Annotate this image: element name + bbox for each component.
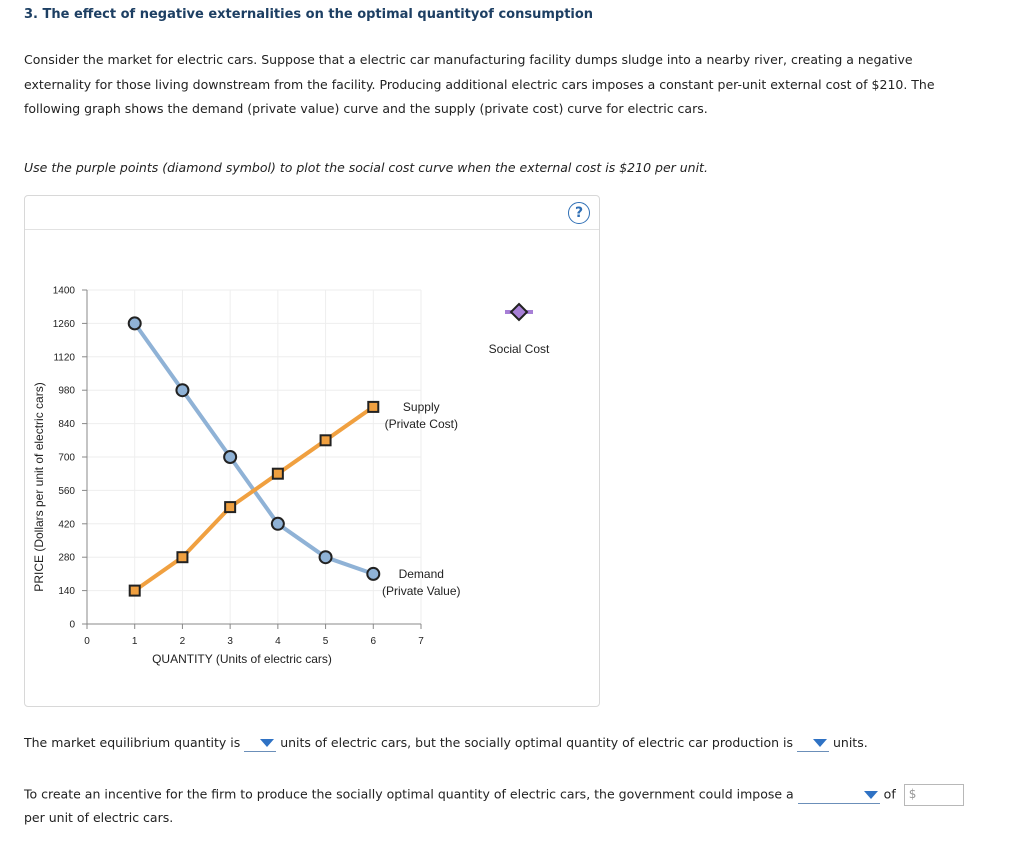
social-cost-palette-label: Social Cost: [489, 342, 550, 356]
y-tick-label: 0: [69, 620, 75, 631]
supply-label-line1: Supply: [403, 400, 440, 414]
y-tick-label: 700: [58, 453, 75, 464]
question-2-continued: per unit of electric cars.: [24, 810, 174, 825]
x-tick-label: 6: [371, 636, 377, 647]
question-1: The market equilibrium quantity is units…: [24, 735, 868, 752]
demand-label-line2: (Private Value): [382, 584, 460, 598]
question-heading: 3. The effect of negative externalities …: [24, 7, 594, 22]
y-tick-label: 1400: [53, 286, 76, 297]
graph-toolbar: ?: [25, 196, 599, 230]
x-tick-label: 7: [418, 636, 424, 647]
y-tick-label: 1120: [53, 352, 75, 363]
x-tick-label: 0: [84, 636, 90, 647]
socially-optimal-quantity-dropdown[interactable]: [796, 735, 829, 752]
supply-curve: [133, 405, 375, 593]
supply-point[interactable]: [176, 551, 189, 564]
demand-point[interactable]: [270, 516, 285, 531]
q1-text-1: The market equilibrium quantity is: [24, 735, 241, 750]
policy-type-dropdown[interactable]: [797, 787, 880, 804]
supply-point[interactable]: [367, 400, 380, 413]
q2-text-1: To create an incentive for the firm to p…: [24, 786, 794, 802]
y-tick-label: 1260: [53, 319, 76, 330]
intro-line-1: Consider the market for electric cars. S…: [24, 52, 913, 67]
y-axis-title: PRICE (Dollars per unit of electric cars…: [32, 382, 46, 591]
supply-label-line2: (Private Cost): [385, 417, 458, 431]
x-tick-label: 2: [180, 636, 186, 647]
q1-text-3: units.: [832, 735, 868, 750]
demand-point[interactable]: [223, 450, 238, 464]
y-tick-label: 140: [58, 586, 75, 597]
demand-curve: [133, 322, 374, 576]
graph-instruction: Use the purple points (diamond symbol) t…: [24, 160, 708, 175]
dollar-sign: $: [908, 787, 917, 801]
q1-text-2: units of electric cars, but the socially…: [280, 735, 793, 750]
supply-point[interactable]: [224, 501, 237, 514]
intro-line-3: following graph shows the demand (privat…: [24, 101, 708, 116]
demand-point[interactable]: [366, 566, 381, 581]
x-tick-label: 5: [323, 636, 329, 647]
x-tick-label: 1: [132, 636, 138, 647]
y-tick-label: 560: [58, 486, 75, 497]
diamond-icon[interactable]: [509, 302, 529, 322]
x-tick-label: 4: [275, 636, 281, 647]
chevron-down-icon: [863, 790, 878, 799]
tax-amount-input[interactable]: $: [903, 784, 964, 806]
intro-paragraph: Consider the market for electric cars. S…: [24, 48, 1004, 122]
x-axis-title: QUANTITY (Units of electric cars): [152, 652, 332, 666]
supply-point[interactable]: [319, 434, 332, 447]
market-equilibrium-quantity-dropdown[interactable]: [244, 735, 277, 752]
supply-point[interactable]: [128, 584, 141, 597]
x-tick-label: 3: [227, 636, 233, 647]
demand-point[interactable]: [318, 550, 333, 565]
y-tick-label: 280: [58, 553, 75, 564]
supply-point[interactable]: [271, 467, 284, 480]
y-tick-label: 420: [58, 519, 75, 530]
demand-point[interactable]: [175, 383, 190, 398]
question-2: To create an incentive for the firm to p…: [24, 784, 964, 806]
y-tick-label: 980: [58, 386, 75, 397]
help-icon[interactable]: ?: [568, 202, 590, 224]
q2-text-2: of: [883, 786, 896, 802]
y-tick-label: 840: [58, 419, 75, 430]
demand-label-line1: Demand: [399, 567, 444, 581]
demand-point[interactable]: [127, 316, 142, 331]
intro-line-2: externality for those living downstream …: [24, 76, 935, 92]
chevron-down-icon: [260, 739, 275, 747]
chevron-down-icon: [812, 739, 827, 747]
